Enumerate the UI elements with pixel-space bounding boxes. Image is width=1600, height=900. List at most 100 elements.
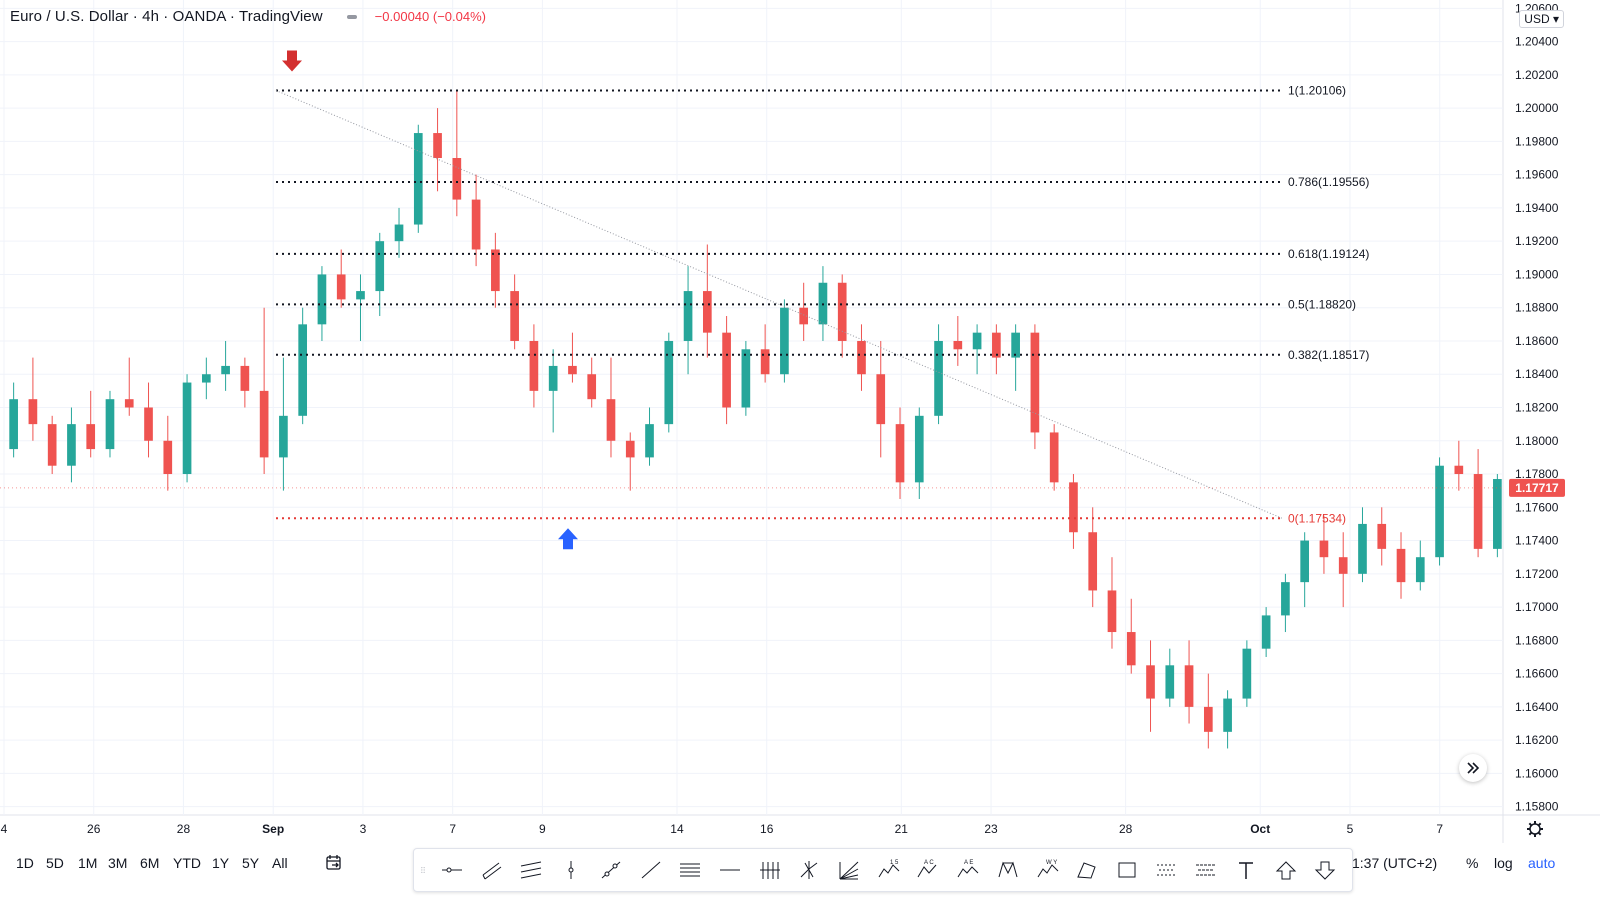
range-button-5d[interactable]: 5D bbox=[46, 855, 64, 871]
candle-body bbox=[1049, 432, 1059, 483]
arrow-up-marker bbox=[558, 528, 578, 550]
candle-body bbox=[144, 407, 153, 441]
time-tick-label: 5 bbox=[1347, 822, 1354, 836]
abcd-pattern-tool-button[interactable]: A C bbox=[914, 857, 942, 883]
candle-body bbox=[221, 365, 230, 375]
rectangle-icon bbox=[1118, 862, 1136, 878]
long-position-icon bbox=[1156, 864, 1177, 876]
vertical-line-tool-button[interactable] bbox=[557, 857, 585, 883]
candle-body bbox=[895, 424, 905, 483]
candle-body bbox=[1338, 557, 1348, 574]
horizontal-lines-tool-button[interactable] bbox=[676, 857, 704, 883]
vertical-lines-tool-button[interactable] bbox=[756, 857, 784, 883]
vertical-lines-icon bbox=[759, 862, 780, 879]
parallel-channel-tool-button[interactable] bbox=[478, 857, 506, 883]
xabcd-pattern-tool-button[interactable] bbox=[994, 857, 1022, 883]
candle-body bbox=[1030, 332, 1040, 433]
candle-body bbox=[491, 249, 500, 292]
trend-angle-tool-button[interactable] bbox=[597, 857, 625, 883]
currency-selector[interactable]: USD ▾ bbox=[1519, 10, 1564, 28]
scroll-to-realtime-button[interactable] bbox=[1459, 754, 1487, 782]
price-tick-label: 1.16000 bbox=[1515, 766, 1559, 780]
price-change: −0.00040 (−0.04%) bbox=[374, 9, 486, 24]
elliott-12345-tool-button[interactable]: 1 5 bbox=[875, 857, 903, 883]
arrow-down-marker bbox=[282, 50, 302, 72]
auto-scale-button[interactable]: auto bbox=[1528, 855, 1556, 871]
wxy-pattern-icon: W Y bbox=[1037, 860, 1058, 878]
settings-gear-icon[interactable] bbox=[1527, 821, 1543, 837]
bottom-toolbar: 1D 5D 1M 3M 6M YTD 1Y 5Y All 1 5 A C A E W Y 1:37 (… bbox=[0, 843, 1600, 900]
candle-body bbox=[317, 274, 327, 325]
candle-body bbox=[86, 424, 96, 450]
price-tick-label: 1.17800 bbox=[1515, 467, 1559, 481]
candle-body bbox=[279, 415, 288, 458]
short-position-tool-button[interactable] bbox=[1192, 857, 1220, 883]
candle-body bbox=[182, 382, 192, 475]
horizontal-lines-icon bbox=[680, 863, 701, 877]
last-price-badge bbox=[1509, 478, 1565, 497]
candle-body bbox=[394, 224, 404, 242]
wxy-pattern-tool-button[interactable]: W Y bbox=[1034, 857, 1062, 883]
range-button-all[interactable]: All bbox=[272, 855, 288, 871]
candle-body bbox=[1203, 706, 1213, 732]
candle-body bbox=[1454, 465, 1464, 475]
range-button-3m[interactable]: 3M bbox=[108, 855, 128, 871]
candle-body bbox=[375, 241, 385, 292]
candle-body bbox=[28, 399, 38, 425]
symbol-title[interactable]: Euro / U.S. Dollar · 4h · OANDA · Tradin… bbox=[10, 8, 323, 25]
fib-level-label: 0.382(1.18517) bbox=[1288, 348, 1369, 362]
polyline-tool-button[interactable] bbox=[1073, 857, 1101, 883]
candle-body bbox=[1493, 479, 1502, 549]
range-button-1y[interactable]: 1Y bbox=[212, 855, 230, 871]
time-zone-readout[interactable]: 1:37 (UTC+2) bbox=[1352, 855, 1438, 871]
price-tick-label: 1.19000 bbox=[1515, 267, 1559, 281]
price-tick-label: 1.17000 bbox=[1515, 600, 1559, 614]
chart-canvas[interactable]: 1.15800 1.16000 1.16200 1.16400 1.16600 1.168… bbox=[0, 0, 1600, 843]
text-icon bbox=[1239, 862, 1253, 879]
candle-body bbox=[645, 424, 654, 458]
fib-level-label: 0(1.17534) bbox=[1288, 511, 1346, 525]
fib-fan-tool-button[interactable] bbox=[835, 857, 863, 883]
range-button-1m[interactable]: 1M bbox=[78, 855, 98, 871]
trend-line bbox=[275, 90, 1283, 519]
time-tick-label: 23 bbox=[984, 822, 998, 836]
regression-trend-icon bbox=[521, 861, 542, 879]
candle-body bbox=[741, 349, 751, 408]
horizontal-ray-tool-button[interactable] bbox=[438, 857, 466, 883]
arrow-up-tool-button[interactable] bbox=[1272, 857, 1300, 883]
parallel-channel-icon bbox=[482, 862, 501, 880]
arrow-up-icon bbox=[1275, 861, 1296, 880]
time-tick-label: 9 bbox=[539, 822, 546, 836]
horizontal-line-tool-button[interactable] bbox=[716, 857, 744, 883]
long-position-tool-button[interactable] bbox=[1153, 857, 1181, 883]
polyline-icon bbox=[1077, 862, 1096, 879]
range-button-5y[interactable]: 5Y bbox=[242, 855, 260, 871]
text-tool-button[interactable] bbox=[1232, 857, 1260, 883]
candle-body bbox=[433, 133, 442, 159]
candle-body bbox=[972, 332, 982, 350]
range-button-1d[interactable]: 1D bbox=[16, 855, 34, 871]
price-chart[interactable]: 1.15800 1.16000 1.16200 1.16400 1.16600 1.168… bbox=[0, 0, 1600, 843]
time-tick-label: 26 bbox=[87, 822, 101, 836]
trend-line-icon bbox=[641, 861, 660, 879]
range-button-ytd[interactable]: YTD bbox=[173, 855, 201, 871]
candle-body bbox=[1011, 332, 1020, 358]
ae-pattern-tool-button[interactable]: A E bbox=[954, 857, 982, 883]
arrow-down-tool-button[interactable] bbox=[1311, 857, 1339, 883]
candle-body bbox=[722, 332, 731, 408]
trend-line-tool-button[interactable] bbox=[637, 857, 665, 883]
percent-scale-button[interactable]: % bbox=[1466, 855, 1479, 871]
drag-handle-tool-button[interactable] bbox=[416, 857, 430, 883]
candle-body bbox=[452, 158, 462, 200]
log-scale-button[interactable]: log bbox=[1494, 855, 1513, 871]
fib-level-label: 0.618(1.19124) bbox=[1288, 247, 1369, 261]
range-button-6m[interactable]: 6M bbox=[140, 855, 160, 871]
price-tick-label: 1.19400 bbox=[1515, 201, 1559, 215]
hide-icon[interactable] bbox=[343, 10, 361, 24]
time-tick-label: 28 bbox=[177, 822, 191, 836]
pitchfork-tool-button[interactable] bbox=[795, 857, 823, 883]
regression-trend-tool-button[interactable] bbox=[517, 857, 545, 883]
go-to-date-button[interactable] bbox=[324, 853, 344, 876]
candle-body bbox=[857, 340, 866, 375]
rectangle-tool-button[interactable] bbox=[1113, 857, 1141, 883]
